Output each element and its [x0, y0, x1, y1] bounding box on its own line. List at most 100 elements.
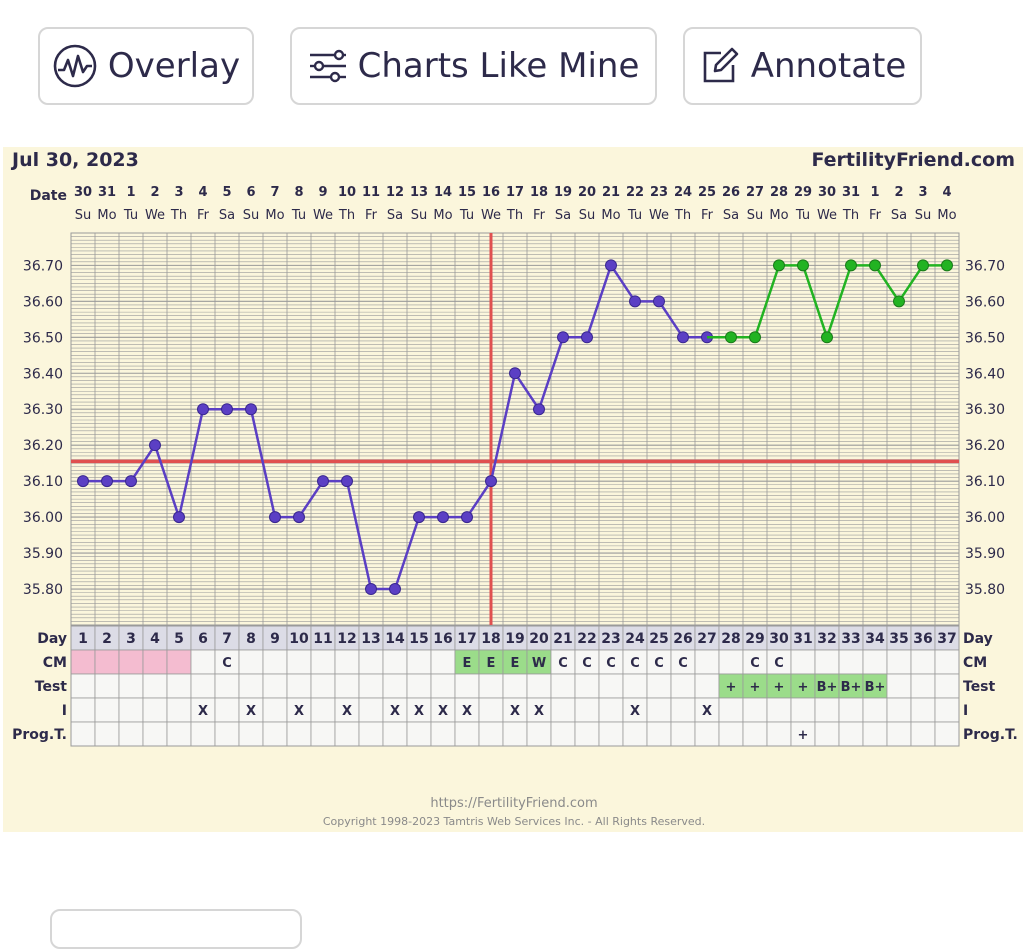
date-label: 31 [842, 185, 860, 200]
row-cell [646, 673, 672, 699]
day-number: 34 [865, 631, 885, 647]
day-number: 26 [673, 631, 692, 647]
row-cell [766, 673, 792, 699]
y-tick-label-left: 36.30 [23, 402, 63, 418]
y-tick-label-right: 36.60 [965, 294, 1005, 310]
row-cell [238, 721, 264, 747]
site-name: FertilityFriend.com [811, 149, 1015, 171]
annotate-button[interactable]: Annotate [683, 27, 922, 105]
y-tick-label-right: 36.00 [965, 510, 1005, 526]
weekday-label: Mo [937, 208, 956, 223]
day-number: 7 [222, 631, 232, 647]
date-label: 18 [530, 185, 548, 200]
row-cell [766, 721, 792, 747]
weekday-label: Fr [533, 208, 546, 223]
row-cell [574, 697, 600, 723]
row-entry: C [750, 656, 760, 671]
bottom-button[interactable] [50, 909, 302, 949]
row-cell [166, 697, 192, 723]
temperature-point [77, 475, 89, 488]
row-cell [190, 721, 216, 747]
row-cell [646, 649, 672, 675]
day-number: 9 [270, 631, 280, 647]
date-label: 17 [506, 185, 524, 200]
day-number: 2 [102, 631, 112, 647]
overlay-button[interactable]: Overlay [38, 27, 254, 105]
row-entry: B+ [841, 680, 862, 695]
temperature-point [125, 475, 137, 488]
weekday-label: Th [170, 208, 187, 223]
day-number: 11 [313, 631, 332, 647]
temperature-point [509, 367, 521, 380]
date-label: 19 [554, 185, 572, 200]
row-cell [262, 721, 288, 747]
date-label: 30 [74, 185, 92, 200]
temperature-point [173, 511, 185, 524]
row-entry: B+ [865, 680, 886, 695]
row-cell [382, 673, 408, 699]
y-tick-label-left: 36.00 [23, 510, 63, 526]
date-label: 3 [918, 185, 927, 200]
day-cell [862, 625, 888, 651]
weekday-label: We [817, 208, 837, 223]
plot-border [70, 232, 960, 626]
y-tick-label-left: 36.70 [23, 258, 63, 274]
row-cell [694, 649, 720, 675]
row-entry: X [414, 704, 424, 719]
sliders-icon [309, 49, 346, 83]
row-cell [862, 649, 888, 675]
temperature-point [533, 403, 545, 416]
row-label-left: Prog.T. [12, 727, 67, 743]
date-label: 29 [794, 185, 812, 200]
row-cell [430, 697, 456, 723]
row-entry: X [342, 704, 352, 719]
row-cell [286, 721, 312, 747]
row-cell [622, 673, 648, 699]
row-cell [790, 649, 816, 675]
row-cell [646, 697, 672, 723]
charts-like-mine-button[interactable]: Charts Like Mine [290, 27, 657, 105]
weekday-label: Fr [869, 208, 882, 223]
row-cell [430, 649, 456, 675]
date-label: 14 [434, 185, 452, 200]
weekday-label: We [145, 208, 165, 223]
temperature-point [821, 331, 833, 344]
day-number: 16 [433, 631, 452, 647]
temperature-point [797, 259, 809, 272]
row-entry: C [222, 656, 232, 671]
row-cell [742, 721, 768, 747]
weekday-label: We [481, 208, 501, 223]
row-cell [214, 697, 240, 723]
weekday-label: Sa [723, 208, 739, 223]
day-number: 27 [697, 631, 716, 647]
row-cell [694, 697, 720, 723]
row-cell [358, 721, 384, 747]
day-number: 6 [198, 631, 208, 647]
row-cell [358, 649, 384, 675]
row-cell [118, 697, 144, 723]
date-label: 24 [674, 185, 692, 200]
row-entry: X [510, 704, 520, 719]
row-cell [118, 649, 144, 675]
row-cell [310, 673, 336, 699]
date-label: 6 [246, 185, 255, 200]
temperature-point [389, 583, 401, 596]
day-number: 21 [553, 631, 572, 647]
row-cell [670, 649, 696, 675]
date-label: 25 [698, 185, 716, 200]
temperature-point [773, 259, 785, 272]
date-label: 1 [870, 185, 879, 200]
day-cell [334, 625, 360, 651]
temperature-point [221, 403, 233, 416]
day-number: 22 [577, 631, 596, 647]
row-cell [910, 649, 936, 675]
row-cell [910, 673, 936, 699]
row-label-left: Test [35, 679, 68, 695]
temperature-point [653, 295, 665, 308]
edit-icon [703, 47, 739, 83]
row-label-right: Test [963, 679, 996, 695]
row-cell [262, 649, 288, 675]
date-label: 4 [942, 185, 951, 200]
day-number: 35 [889, 631, 908, 647]
row-entry: X [462, 704, 472, 719]
